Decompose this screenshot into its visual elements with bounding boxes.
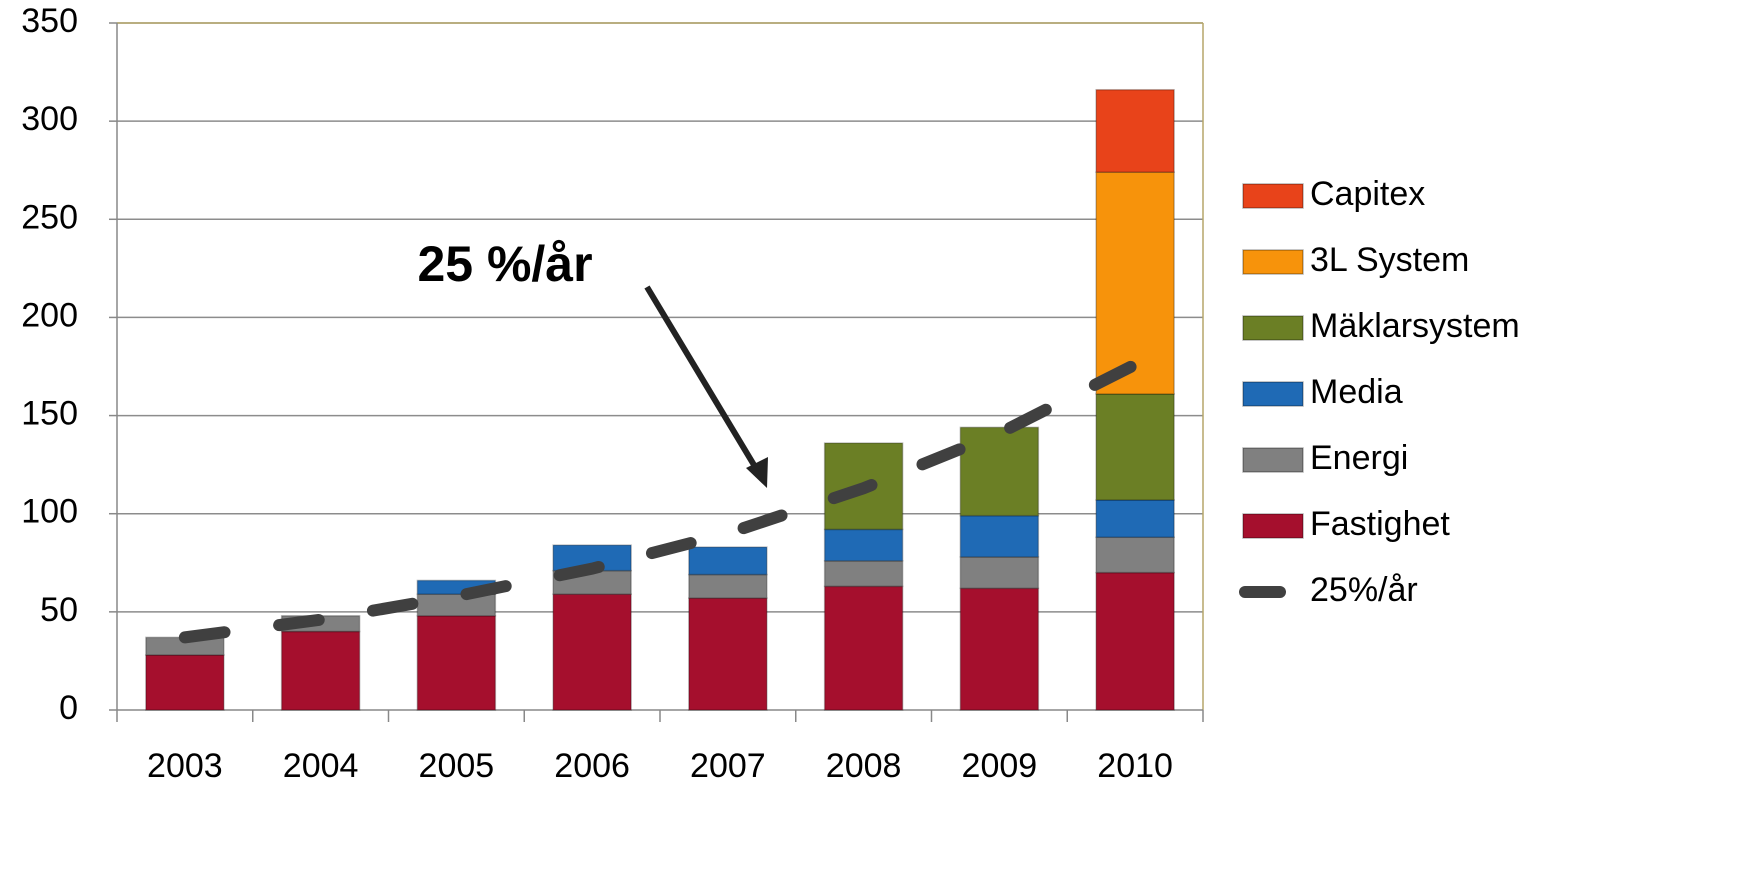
bar-segment	[959, 556, 1040, 590]
bar-segment	[416, 615, 497, 711]
bar-segment	[959, 426, 1040, 517]
x-tick-label: 2005	[419, 747, 495, 785]
x-tick-label: 2006	[554, 747, 630, 785]
trend-line	[178, 358, 1142, 644]
bar-segment	[959, 587, 1040, 711]
annotation: 25 %/år	[417, 236, 592, 292]
legend-swatch	[1242, 183, 1304, 209]
x-tick-label: 2010	[1097, 747, 1173, 785]
y-tick-label: 0	[59, 689, 78, 727]
x-tick-label: 2007	[690, 747, 766, 785]
legend-label: Media	[1310, 373, 1403, 411]
bar-segment	[1095, 499, 1175, 539]
legend-label: 25%/år	[1310, 571, 1418, 609]
bar-segment	[145, 654, 225, 711]
x-tick-label: 2003	[147, 747, 223, 785]
bar-segment	[416, 593, 497, 617]
bar-segment	[823, 585, 904, 711]
legend-label: 3L System	[1310, 241, 1469, 279]
bar-segment	[959, 514, 1040, 558]
bar-segment	[688, 546, 768, 576]
bar-segment	[1095, 88, 1175, 173]
annotation-arrow	[644, 285, 760, 472]
legend-label: Energi	[1310, 439, 1408, 477]
bar-segment	[280, 630, 361, 711]
bar-segment	[1095, 393, 1175, 501]
bar-segment	[688, 573, 768, 599]
y-tick-label: 100	[21, 493, 78, 531]
y-tick-label: 350	[21, 2, 78, 40]
bar-segment	[823, 528, 904, 562]
bar-segment	[1095, 536, 1175, 574]
y-tick-label: 150	[21, 395, 78, 433]
bar-segment	[688, 597, 768, 711]
legend-swatch	[1242, 381, 1304, 407]
legend-label: Capitex	[1310, 175, 1425, 213]
legend-swatch	[1242, 513, 1304, 539]
y-tick-label: 250	[21, 198, 78, 236]
x-tick-label: 2004	[283, 747, 359, 785]
annotation-arrowhead	[746, 457, 768, 488]
legend-label: Mäklarsystem	[1310, 307, 1520, 345]
legend-swatch	[1242, 447, 1304, 473]
legend-label: Fastighet	[1310, 505, 1450, 543]
legend-swatch	[1242, 249, 1304, 275]
bar-segment	[1095, 571, 1175, 711]
x-tick-label: 2009	[962, 747, 1038, 785]
legend-swatch	[1242, 315, 1304, 341]
bar-segment	[1095, 171, 1175, 395]
bar-segment	[823, 560, 904, 588]
y-tick-label: 300	[21, 100, 78, 138]
y-tick-label: 50	[40, 591, 78, 629]
y-tick-label: 200	[21, 296, 78, 334]
bar-segment	[552, 593, 632, 711]
x-tick-label: 2008	[826, 747, 902, 785]
